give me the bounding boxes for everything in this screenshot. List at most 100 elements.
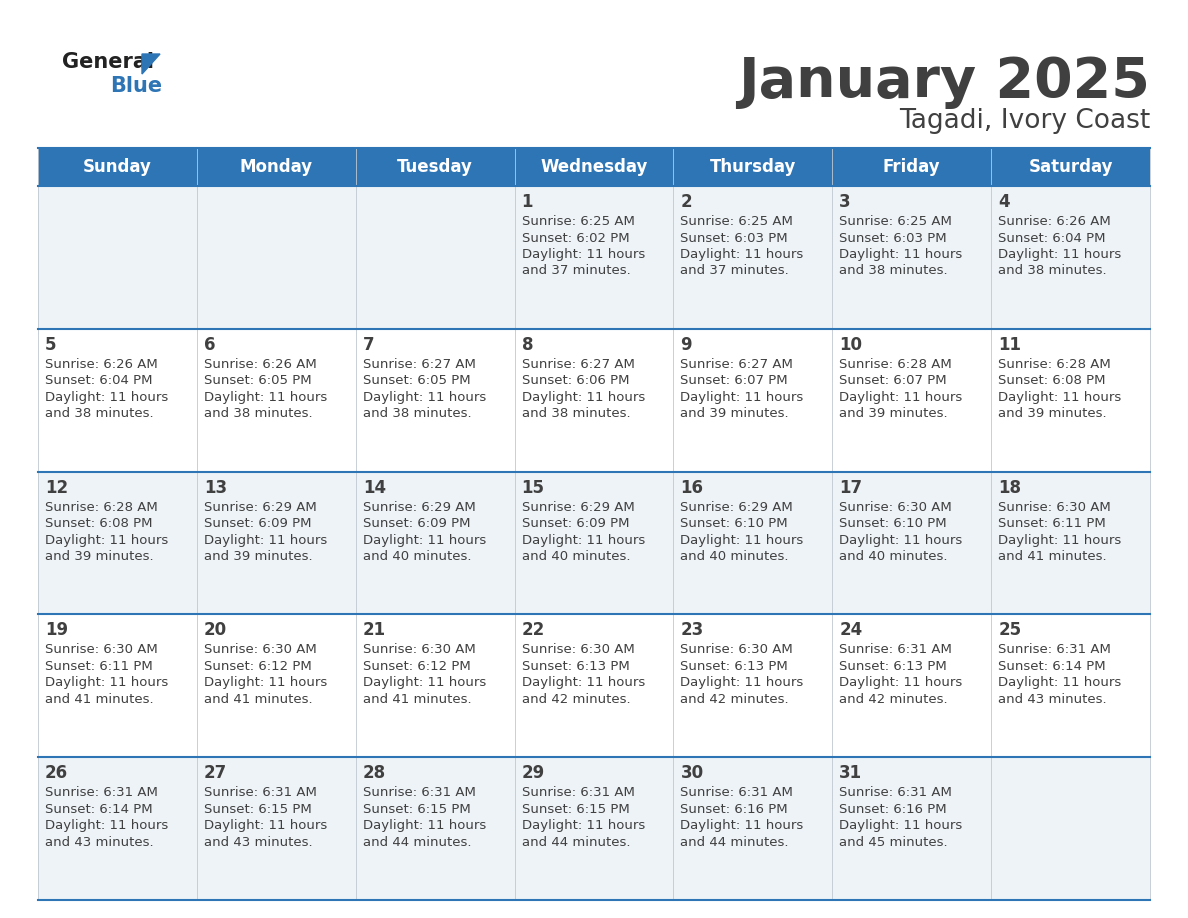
Text: Sunset: 6:11 PM: Sunset: 6:11 PM bbox=[998, 517, 1106, 530]
Text: Daylight: 11 hours: Daylight: 11 hours bbox=[998, 248, 1121, 261]
Text: Daylight: 11 hours: Daylight: 11 hours bbox=[522, 391, 645, 404]
Text: 30: 30 bbox=[681, 764, 703, 782]
Text: and 41 minutes.: and 41 minutes. bbox=[362, 693, 472, 706]
Text: Daylight: 11 hours: Daylight: 11 hours bbox=[522, 677, 645, 689]
Bar bbox=[514, 614, 674, 757]
Text: Daylight: 11 hours: Daylight: 11 hours bbox=[362, 533, 486, 546]
Text: Sunset: 6:15 PM: Sunset: 6:15 PM bbox=[204, 802, 311, 816]
Bar bbox=[833, 186, 991, 329]
Text: Sunset: 6:12 PM: Sunset: 6:12 PM bbox=[204, 660, 311, 673]
Text: 29: 29 bbox=[522, 764, 545, 782]
Text: 18: 18 bbox=[998, 478, 1022, 497]
Bar bbox=[38, 757, 197, 900]
Bar bbox=[355, 614, 514, 757]
Text: Sunset: 6:04 PM: Sunset: 6:04 PM bbox=[45, 375, 152, 387]
Text: Sunset: 6:10 PM: Sunset: 6:10 PM bbox=[681, 517, 788, 530]
Text: 17: 17 bbox=[839, 478, 862, 497]
Text: Daylight: 11 hours: Daylight: 11 hours bbox=[362, 819, 486, 833]
Text: Daylight: 11 hours: Daylight: 11 hours bbox=[204, 391, 327, 404]
Text: Sunrise: 6:27 AM: Sunrise: 6:27 AM bbox=[362, 358, 475, 371]
Text: 6: 6 bbox=[204, 336, 215, 353]
Text: Sunset: 6:13 PM: Sunset: 6:13 PM bbox=[681, 660, 788, 673]
Text: Sunset: 6:16 PM: Sunset: 6:16 PM bbox=[839, 802, 947, 816]
Text: Sunrise: 6:28 AM: Sunrise: 6:28 AM bbox=[998, 358, 1111, 371]
Text: and 40 minutes.: and 40 minutes. bbox=[522, 550, 630, 563]
Text: and 43 minutes.: and 43 minutes. bbox=[45, 835, 153, 849]
Text: Sunrise: 6:29 AM: Sunrise: 6:29 AM bbox=[522, 500, 634, 513]
Bar bbox=[674, 472, 833, 614]
Text: and 38 minutes.: and 38 minutes. bbox=[362, 408, 472, 420]
Text: Sunrise: 6:30 AM: Sunrise: 6:30 AM bbox=[681, 644, 794, 656]
Text: Sunset: 6:14 PM: Sunset: 6:14 PM bbox=[45, 802, 152, 816]
Bar bbox=[833, 757, 991, 900]
Text: Daylight: 11 hours: Daylight: 11 hours bbox=[998, 677, 1121, 689]
Text: Sunrise: 6:25 AM: Sunrise: 6:25 AM bbox=[839, 215, 952, 228]
Text: Thursday: Thursday bbox=[709, 158, 796, 176]
Bar bbox=[38, 186, 197, 329]
Text: 20: 20 bbox=[204, 621, 227, 640]
Text: Daylight: 11 hours: Daylight: 11 hours bbox=[204, 819, 327, 833]
Text: Sunset: 6:09 PM: Sunset: 6:09 PM bbox=[362, 517, 470, 530]
Bar bbox=[674, 757, 833, 900]
Text: Sunrise: 6:30 AM: Sunrise: 6:30 AM bbox=[362, 644, 475, 656]
Text: January 2025: January 2025 bbox=[738, 55, 1150, 109]
Bar bbox=[991, 148, 1150, 186]
Bar bbox=[833, 614, 991, 757]
Text: and 39 minutes.: and 39 minutes. bbox=[681, 408, 789, 420]
Text: Sunset: 6:07 PM: Sunset: 6:07 PM bbox=[681, 375, 788, 387]
Text: Sunrise: 6:26 AM: Sunrise: 6:26 AM bbox=[45, 358, 158, 371]
Bar bbox=[991, 186, 1150, 329]
Bar bbox=[674, 148, 833, 186]
Text: Sunset: 6:03 PM: Sunset: 6:03 PM bbox=[681, 231, 788, 244]
Text: Sunset: 6:03 PM: Sunset: 6:03 PM bbox=[839, 231, 947, 244]
Bar bbox=[833, 329, 991, 472]
Text: Sunrise: 6:30 AM: Sunrise: 6:30 AM bbox=[998, 500, 1111, 513]
Text: Monday: Monday bbox=[240, 158, 312, 176]
Bar bbox=[514, 329, 674, 472]
Text: 2: 2 bbox=[681, 193, 693, 211]
Text: 16: 16 bbox=[681, 478, 703, 497]
Text: 24: 24 bbox=[839, 621, 862, 640]
Text: and 38 minutes.: and 38 minutes. bbox=[522, 408, 630, 420]
Text: Daylight: 11 hours: Daylight: 11 hours bbox=[45, 677, 169, 689]
Text: Sunrise: 6:26 AM: Sunrise: 6:26 AM bbox=[204, 358, 317, 371]
Text: and 43 minutes.: and 43 minutes. bbox=[998, 693, 1107, 706]
Text: Sunrise: 6:31 AM: Sunrise: 6:31 AM bbox=[839, 786, 952, 800]
Bar bbox=[355, 472, 514, 614]
Text: 28: 28 bbox=[362, 764, 386, 782]
Text: Daylight: 11 hours: Daylight: 11 hours bbox=[998, 391, 1121, 404]
Text: Sunset: 6:12 PM: Sunset: 6:12 PM bbox=[362, 660, 470, 673]
Text: Daylight: 11 hours: Daylight: 11 hours bbox=[839, 533, 962, 546]
Text: 19: 19 bbox=[45, 621, 68, 640]
Bar bbox=[833, 148, 991, 186]
Text: Sunset: 6:10 PM: Sunset: 6:10 PM bbox=[839, 517, 947, 530]
Text: and 40 minutes.: and 40 minutes. bbox=[839, 550, 948, 563]
Bar bbox=[38, 614, 197, 757]
Text: Sunrise: 6:29 AM: Sunrise: 6:29 AM bbox=[681, 500, 794, 513]
Text: Sunset: 6:06 PM: Sunset: 6:06 PM bbox=[522, 375, 630, 387]
Text: Sunrise: 6:30 AM: Sunrise: 6:30 AM bbox=[45, 644, 158, 656]
Text: and 41 minutes.: and 41 minutes. bbox=[204, 693, 312, 706]
Text: Sunset: 6:09 PM: Sunset: 6:09 PM bbox=[204, 517, 311, 530]
Text: Saturday: Saturday bbox=[1029, 158, 1113, 176]
Text: Sunrise: 6:31 AM: Sunrise: 6:31 AM bbox=[998, 644, 1111, 656]
Text: Sunrise: 6:30 AM: Sunrise: 6:30 AM bbox=[204, 644, 317, 656]
Text: Daylight: 11 hours: Daylight: 11 hours bbox=[45, 391, 169, 404]
Text: 12: 12 bbox=[45, 478, 68, 497]
Bar bbox=[514, 472, 674, 614]
Text: Daylight: 11 hours: Daylight: 11 hours bbox=[839, 248, 962, 261]
Text: and 37 minutes.: and 37 minutes. bbox=[522, 264, 631, 277]
Bar bbox=[38, 472, 197, 614]
Text: Tagadi, Ivory Coast: Tagadi, Ivory Coast bbox=[899, 108, 1150, 134]
Text: Daylight: 11 hours: Daylight: 11 hours bbox=[45, 819, 169, 833]
Text: Daylight: 11 hours: Daylight: 11 hours bbox=[204, 677, 327, 689]
Text: Sunrise: 6:28 AM: Sunrise: 6:28 AM bbox=[45, 500, 158, 513]
Polygon shape bbox=[143, 54, 160, 74]
Text: General: General bbox=[62, 52, 154, 72]
Text: and 40 minutes.: and 40 minutes. bbox=[681, 550, 789, 563]
Text: 11: 11 bbox=[998, 336, 1022, 353]
Bar bbox=[674, 186, 833, 329]
Text: Daylight: 11 hours: Daylight: 11 hours bbox=[839, 819, 962, 833]
Text: 8: 8 bbox=[522, 336, 533, 353]
Text: and 45 minutes.: and 45 minutes. bbox=[839, 835, 948, 849]
